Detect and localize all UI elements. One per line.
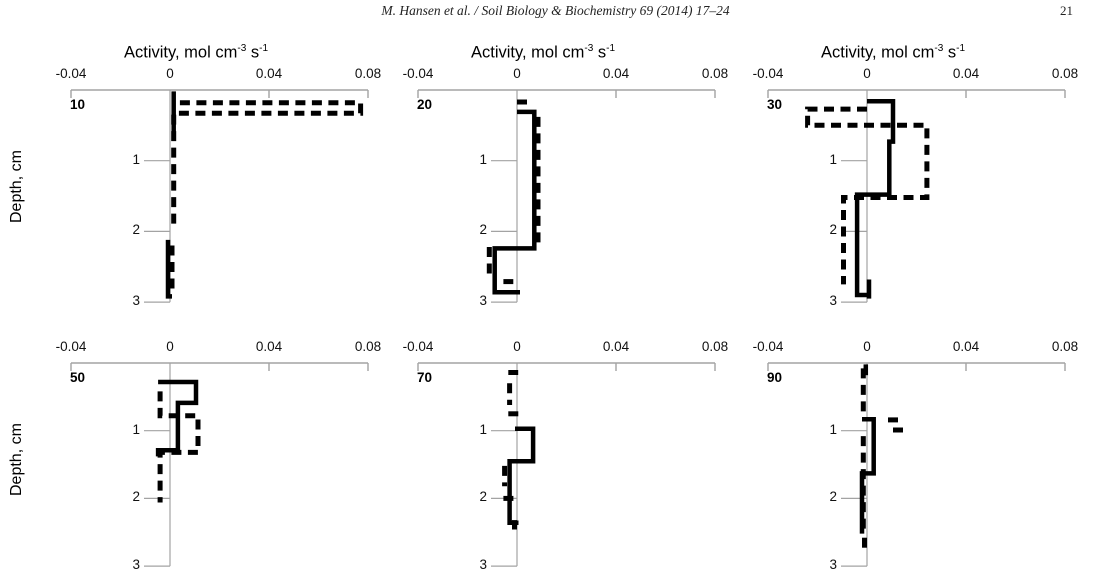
- series-solid-panel-10: [165, 239, 172, 299]
- x-axis-title-part: -3: [934, 43, 944, 54]
- y-tick-label: 2: [829, 222, 837, 238]
- x-tick-label: 0.08: [354, 339, 382, 354]
- panel-series-70: [502, 370, 536, 530]
- series-dashed-panel-30: [805, 106, 930, 285]
- y-tick-label: 1: [829, 421, 837, 437]
- x-axis-title-part: -1: [956, 43, 966, 54]
- running-head: M. Hansen et al. / Soil Biology & Bioche…: [381, 3, 730, 18]
- x-axis-title-part: -3: [237, 43, 247, 54]
- x-axis-title-part: -1: [259, 43, 269, 54]
- x-axis-title: Activity, mol cm-3 s-1: [743, 43, 1043, 63]
- x-tick-label: 0.04: [602, 66, 630, 81]
- y-tick-label: 3: [479, 293, 487, 309]
- x-axis-title-part: -1: [606, 43, 616, 54]
- x-tick-label: 0.04: [952, 66, 980, 81]
- x-tick-label: -0.04: [55, 66, 87, 81]
- panel-label-20: 20: [417, 97, 433, 112]
- x-tick-label: 0.08: [354, 66, 382, 81]
- panel-label-30: 30: [767, 97, 783, 112]
- x-tick-label: 0: [166, 339, 174, 354]
- y-tick-label: 1: [829, 151, 837, 167]
- panel-axes-50: [70, 362, 369, 567]
- x-tick-label: 0: [166, 66, 174, 81]
- x-axis-title-part: s: [593, 43, 607, 62]
- y-tick-label: 1: [132, 151, 140, 167]
- x-axis-title-part: -3: [584, 43, 594, 54]
- y-axis-title: Depth, cm: [8, 423, 25, 496]
- panel-label-90: 90: [767, 370, 783, 385]
- y-tick-label: 3: [829, 557, 837, 573]
- x-tick-label: 0.08: [1051, 339, 1079, 354]
- x-tick-label: 0: [513, 339, 521, 354]
- panel-series-90: [859, 364, 906, 550]
- x-tick-label: 0.08: [701, 339, 729, 354]
- y-tick-label: 1: [132, 421, 140, 437]
- panel-axes-70: [417, 362, 716, 567]
- y-tick-label: 3: [829, 293, 837, 309]
- panel-label-50: 50: [70, 370, 86, 385]
- series-dashed-panel-50: [157, 391, 201, 503]
- x-axis-title-part: Activity, mol cm: [123, 43, 238, 62]
- y-tick-label: 1: [479, 421, 487, 437]
- x-tick-label: 0.04: [602, 339, 630, 354]
- series-solid-panel-20: [492, 109, 537, 295]
- series-dashed-panel-10: [171, 100, 364, 225]
- panel-axes-90: [767, 362, 1066, 567]
- x-axis-title-part: s: [246, 43, 260, 62]
- panel-series-30: [805, 99, 930, 299]
- x-tick-label: 0.04: [255, 339, 283, 354]
- panel-axes-20: [417, 89, 716, 303]
- y-tick-label: 2: [829, 489, 837, 505]
- series-solid-panel-50: [155, 379, 199, 457]
- panel-label-10: 10: [70, 97, 86, 112]
- x-tick-label: 0: [863, 66, 871, 81]
- panel-series-20: [486, 99, 541, 295]
- x-tick-label: -0.04: [402, 339, 434, 354]
- x-tick-label: -0.04: [752, 66, 784, 81]
- y-axis-title: Depth, cm: [8, 150, 25, 223]
- x-axis-title: Activity, mol cm-3 s-1: [46, 43, 346, 63]
- y-tick-label: 2: [479, 489, 487, 505]
- panel-axes-10: [70, 89, 369, 303]
- x-axis-title: Activity, mol cm-3 s-1: [393, 43, 693, 63]
- y-tick-label: 2: [479, 222, 487, 238]
- x-tick-label: 0.04: [255, 66, 283, 81]
- y-tick-label: 2: [132, 222, 140, 238]
- y-tick-label: 1: [479, 151, 487, 167]
- panel-axes-30: [767, 89, 1066, 303]
- panel-label-70: 70: [417, 370, 433, 385]
- page-number: 21: [1060, 3, 1073, 18]
- x-axis-title-part: Activity, mol cm: [820, 43, 935, 62]
- x-axis-title-part: s: [943, 43, 957, 62]
- series-solid-panel-70: [507, 426, 536, 526]
- panel-series-10: [165, 91, 364, 299]
- x-tick-label: 0: [513, 66, 521, 81]
- x-tick-label: 0.08: [1051, 66, 1079, 81]
- x-tick-label: -0.04: [402, 66, 434, 81]
- y-tick-label: 3: [132, 557, 140, 573]
- x-tick-label: 0.08: [701, 66, 729, 81]
- y-tick-label: 3: [132, 293, 140, 309]
- panel-series-50: [155, 379, 201, 503]
- x-tick-label: -0.04: [752, 339, 784, 354]
- x-tick-label: -0.04: [55, 339, 87, 354]
- x-tick-label: 0: [863, 339, 871, 354]
- x-axis-title-part: Activity, mol cm: [470, 43, 585, 62]
- series-solid-panel-30: [854, 99, 896, 298]
- y-tick-label: 2: [132, 489, 140, 505]
- x-tick-label: 0.04: [952, 339, 980, 354]
- y-tick-label: 3: [479, 557, 487, 573]
